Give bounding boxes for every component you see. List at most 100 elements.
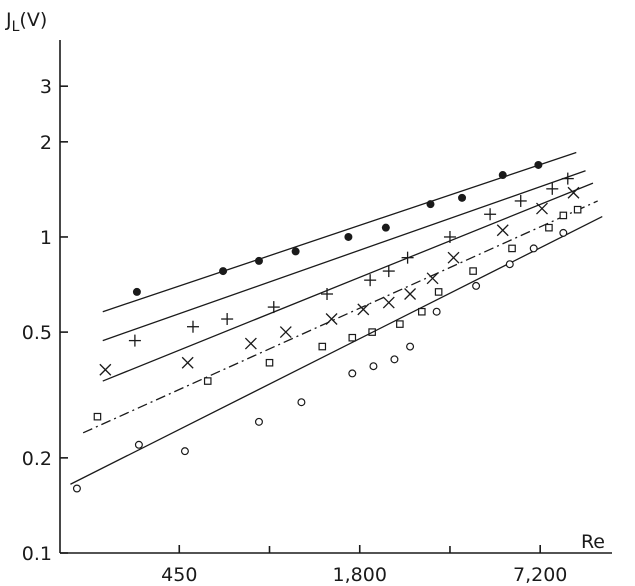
data-point xyxy=(469,267,477,275)
y-axis-label: JL(V) xyxy=(5,9,47,35)
data-point xyxy=(546,182,559,195)
data-point xyxy=(93,412,102,421)
data-point xyxy=(406,342,415,351)
data-point xyxy=(505,260,514,269)
data-point xyxy=(348,333,357,342)
data-point xyxy=(297,398,306,407)
y-axis: 0.1 0.2 0.5 1 2 3 xyxy=(22,40,68,565)
y-ticks: 0.1 0.2 0.5 1 2 3 xyxy=(22,76,68,565)
data-point-stroke xyxy=(382,296,395,309)
data-point xyxy=(132,287,141,296)
series-plus xyxy=(102,170,586,347)
data-point xyxy=(134,440,143,449)
y-axis-label-unit: (V) xyxy=(19,9,47,31)
series-open-square xyxy=(82,200,598,434)
data-point xyxy=(529,244,538,253)
data-point xyxy=(381,223,390,232)
data-point xyxy=(344,232,353,241)
data-point-stroke xyxy=(244,337,257,350)
data-point-stroke xyxy=(279,326,292,339)
series-filled-circle xyxy=(102,151,577,313)
series-line xyxy=(70,216,603,485)
data-point-stroke xyxy=(357,303,370,316)
y-axis-label-main: J xyxy=(5,9,12,31)
data-point xyxy=(254,417,263,426)
data-point xyxy=(396,320,404,328)
x-tick-label: 7,200 xyxy=(513,564,567,586)
data-point xyxy=(458,193,467,202)
data-point xyxy=(432,307,441,316)
data-point xyxy=(472,281,481,290)
data-point-stroke xyxy=(181,356,194,369)
series-line xyxy=(102,182,594,382)
series-line xyxy=(102,151,577,313)
data-point xyxy=(567,186,580,199)
data-point xyxy=(318,342,327,351)
data-point-stroke xyxy=(99,363,112,376)
data-point xyxy=(128,334,141,347)
data-point xyxy=(447,251,460,264)
data-point xyxy=(72,484,81,493)
data-point xyxy=(404,288,417,300)
x-ticks: 450 1,800 7,200 xyxy=(161,545,567,586)
data-point xyxy=(498,171,507,180)
data-point-stroke xyxy=(426,272,439,285)
x-tick-label: 1,800 xyxy=(333,564,387,586)
data-point xyxy=(369,362,378,371)
data-point xyxy=(390,355,399,364)
series-layer xyxy=(70,151,603,493)
data-point-stroke xyxy=(536,202,548,215)
data-point xyxy=(357,303,370,316)
data-point xyxy=(573,205,582,214)
data-point xyxy=(418,307,426,316)
data-point xyxy=(203,377,212,385)
data-point-stroke xyxy=(447,251,460,264)
data-point xyxy=(484,208,497,221)
series-line xyxy=(82,200,598,434)
y-tick-label: 0.5 xyxy=(22,322,52,344)
y-tick-label: 0.1 xyxy=(22,543,52,565)
data-point xyxy=(265,358,274,367)
data-point xyxy=(267,301,280,314)
data-point-stroke xyxy=(404,288,417,300)
data-point xyxy=(180,447,189,456)
series-x xyxy=(99,182,594,382)
data-point xyxy=(534,160,543,169)
data-point xyxy=(496,224,509,237)
data-point xyxy=(545,223,553,232)
data-point xyxy=(426,200,435,209)
data-point xyxy=(186,320,199,333)
data-point xyxy=(244,337,257,350)
y-tick-label: 3 xyxy=(40,76,52,98)
data-point xyxy=(99,363,112,376)
data-point xyxy=(321,287,334,300)
data-point xyxy=(364,274,377,287)
data-point xyxy=(279,326,292,339)
data-point-stroke xyxy=(496,224,509,237)
data-point xyxy=(514,194,527,207)
x-tick-label: 450 xyxy=(161,564,197,586)
data-point xyxy=(348,369,357,378)
data-point xyxy=(382,296,395,309)
data-point xyxy=(559,228,568,237)
data-point xyxy=(561,172,574,185)
data-point xyxy=(559,211,568,220)
data-point xyxy=(221,313,234,326)
data-point xyxy=(181,356,194,369)
series-open-circle xyxy=(70,216,603,493)
data-point xyxy=(291,247,300,256)
y-tick-label: 1 xyxy=(40,227,52,249)
data-point xyxy=(508,244,516,253)
data-point xyxy=(382,265,395,278)
x-axis-label: Re xyxy=(581,531,605,553)
data-point-stroke xyxy=(567,186,580,199)
series-line xyxy=(102,170,586,342)
y-tick-label: 0.2 xyxy=(22,448,52,470)
data-point xyxy=(426,272,439,285)
data-point xyxy=(536,202,548,215)
data-point xyxy=(434,288,443,296)
y-axis-label-sub: L xyxy=(12,19,20,35)
data-point xyxy=(219,267,228,276)
y-tick-label: 2 xyxy=(40,132,52,154)
